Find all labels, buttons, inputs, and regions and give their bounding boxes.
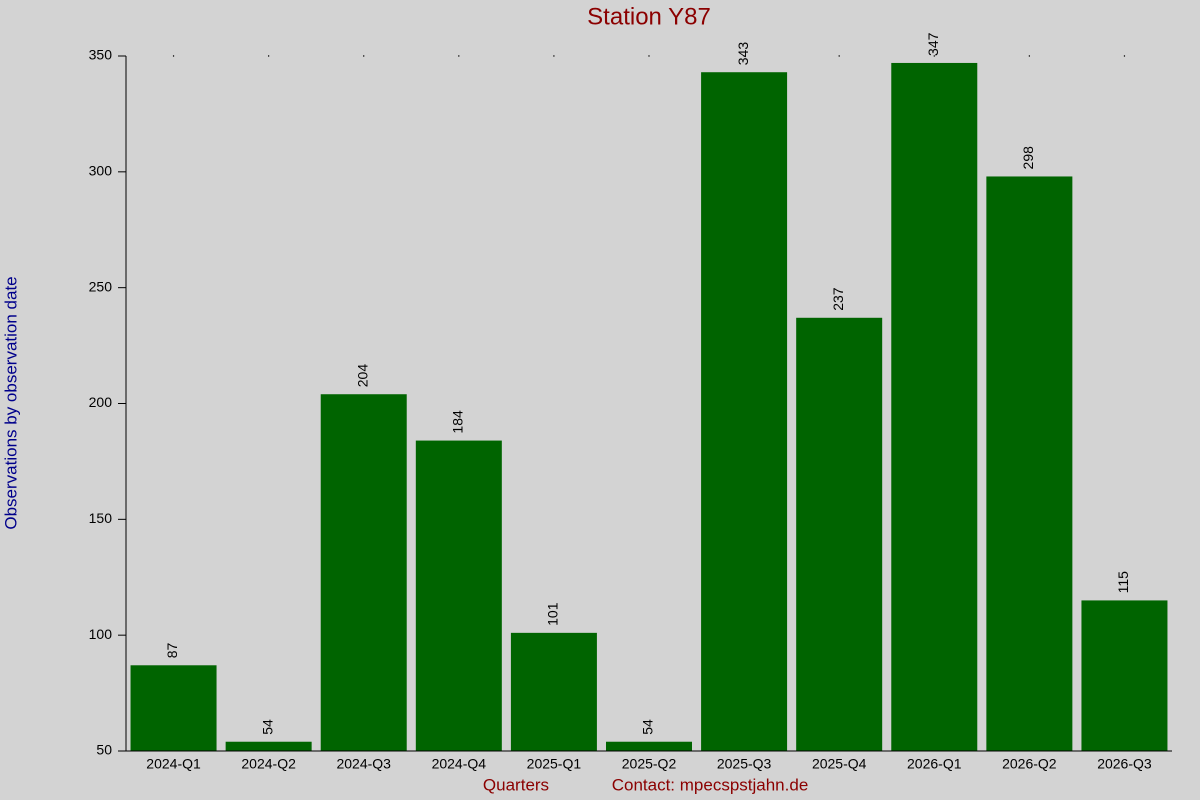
value-label: 115	[1115, 571, 1131, 594]
top-tick-dot	[553, 55, 555, 57]
x-tick-label: 2026-Q3	[1097, 756, 1152, 772]
x-tick-label: 2025-Q3	[717, 756, 772, 772]
bar	[1081, 600, 1168, 751]
value-label: 101	[545, 602, 561, 626]
y-tick-label: 300	[89, 163, 113, 179]
bar	[320, 394, 407, 751]
value-label: 54	[640, 719, 656, 735]
x-axis-label: Quarters	[483, 775, 549, 794]
top-tick-dot	[1123, 55, 1126, 57]
bar	[606, 741, 692, 751]
y-tick-label: 150	[89, 510, 113, 526]
value-label: 237	[830, 287, 846, 311]
value-label: 184	[450, 410, 466, 434]
bar	[796, 317, 883, 751]
x-tick-label: 2025-Q1	[527, 756, 582, 772]
y-tick-label: 50	[96, 742, 112, 758]
annotation: Contact: mpecspstjahn.de	[612, 775, 809, 794]
bar	[891, 62, 978, 751]
value-label: 87	[164, 642, 180, 658]
top-tick-dot	[458, 55, 460, 57]
chart-title: Station Y87	[587, 3, 711, 30]
bar	[986, 176, 1073, 751]
x-tick-label: 2025-Q2	[622, 756, 677, 772]
top-tick-dot	[743, 55, 745, 57]
x-tick-label: 2026-Q1	[907, 756, 962, 772]
y-tick-label: 100	[89, 626, 113, 642]
top-tick-dot	[648, 55, 650, 57]
x-tick-label: 2024-Q3	[336, 756, 391, 772]
y-tick-label: 250	[89, 278, 113, 294]
y-tick-label: 350	[89, 47, 113, 63]
top-tick-dot	[1028, 55, 1031, 57]
y-axis-label: Observations by observation date	[1, 276, 20, 529]
x-tick-label: 2025-Q4	[812, 756, 867, 772]
value-label: 204	[354, 364, 370, 388]
bar	[510, 632, 597, 751]
bar	[415, 440, 502, 751]
top-tick-dot	[838, 55, 840, 57]
top-tick-dot	[933, 55, 935, 57]
x-tick-label: 2024-Q2	[241, 756, 296, 772]
x-tick-label: 2024-Q1	[146, 756, 201, 772]
top-tick-dot	[172, 55, 175, 57]
bar	[130, 665, 217, 751]
value-label: 298	[1020, 146, 1036, 170]
value-label: 54	[259, 719, 275, 735]
top-tick-dot	[267, 55, 270, 57]
top-tick-dot	[363, 55, 365, 57]
y-tick-label: 200	[89, 394, 113, 410]
bar	[225, 741, 312, 751]
value-label: 347	[925, 32, 941, 56]
x-tick-label: 2024-Q4	[432, 756, 487, 772]
bar	[701, 72, 788, 751]
x-tick-label: 2026-Q2	[1002, 756, 1057, 772]
value-label: 343	[735, 42, 751, 66]
